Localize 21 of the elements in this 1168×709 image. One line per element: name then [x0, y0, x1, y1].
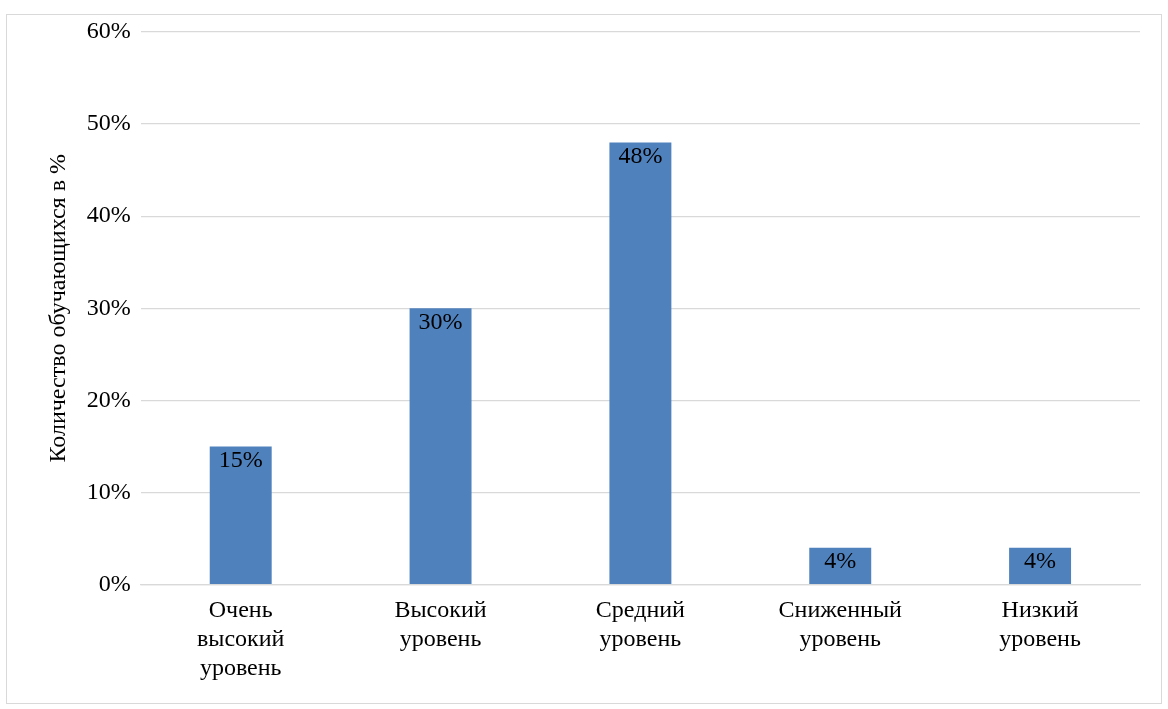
- bar: [409, 308, 472, 584]
- data-label: 15%: [218, 445, 263, 472]
- y-tick-label: 60%: [86, 17, 131, 44]
- y-tick-label: 0%: [98, 569, 131, 596]
- data-label: 4%: [1024, 547, 1057, 574]
- x-tick-label: Очень высокий уровень: [196, 596, 285, 680]
- y-tick-label: 20%: [86, 385, 131, 412]
- x-tick-label: Средний уровень: [595, 596, 686, 652]
- data-label: 4%: [824, 547, 857, 574]
- y-tick-label: 50%: [86, 109, 131, 136]
- y-tick-label: 30%: [86, 293, 131, 320]
- data-label: 30%: [418, 307, 463, 334]
- y-tick-label: 10%: [86, 477, 131, 504]
- bar: [609, 142, 672, 584]
- y-axis-title: Количество обучающихся в %: [43, 154, 70, 463]
- x-tick-label: Высокий уровень: [394, 596, 487, 652]
- data-label: 48%: [618, 141, 663, 168]
- y-tick-label: 40%: [86, 201, 131, 228]
- x-tick-label: Сниженный уровень: [778, 596, 903, 652]
- bar: [209, 446, 272, 584]
- x-tick-label: Низкий уровень: [999, 596, 1081, 652]
